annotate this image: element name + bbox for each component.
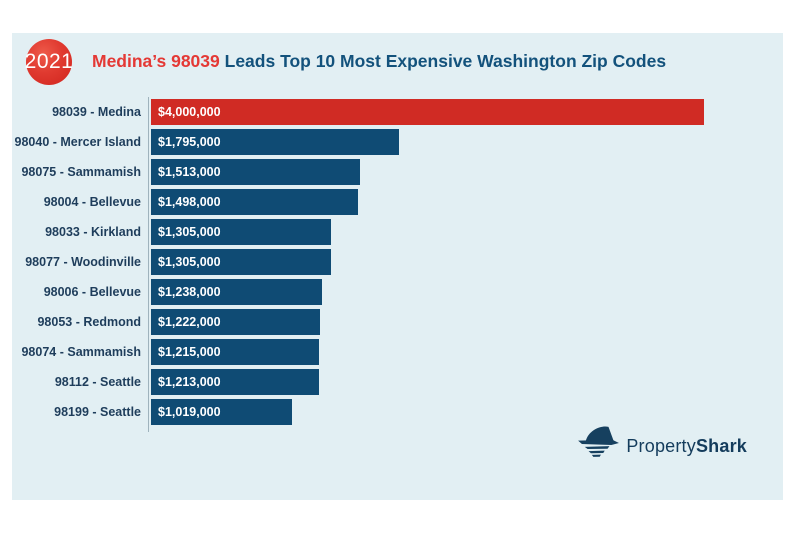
value-label: $1,215,000: [158, 345, 221, 359]
value-label: $1,222,000: [158, 315, 221, 329]
bar-row: 98033 - Kirkland $1,305,000: [12, 219, 783, 245]
bar-row: 98112 - Seattle $1,213,000: [12, 369, 783, 395]
bar-track: $1,213,000: [151, 369, 783, 395]
zip-label: 98039 - Medina: [52, 105, 141, 119]
chart-title-highlight: Medina’s 98039: [92, 51, 220, 71]
value-bar: $1,513,000: [151, 159, 360, 185]
bar-track: $1,215,000: [151, 339, 783, 365]
year-badge-label: 2021: [24, 50, 74, 73]
value-bar: $4,000,000: [151, 99, 704, 125]
bar-rows: 98039 - Medina $4,000,000 98040 - Mercer…: [12, 99, 783, 429]
bar-track: $1,305,000: [151, 219, 783, 245]
value-label: $1,305,000: [158, 255, 221, 269]
zip-label: 98006 - Bellevue: [43, 285, 141, 299]
value-label: $1,019,000: [158, 405, 221, 419]
bar-track: $1,238,000: [151, 279, 783, 305]
value-label: $1,498,000: [158, 195, 221, 209]
year-badge: 2021: [24, 39, 74, 85]
logo-wordmark: PropertyShark: [626, 436, 747, 457]
value-bar: $1,498,000: [151, 189, 358, 215]
bar-track: $1,498,000: [151, 189, 783, 215]
value-label: $1,795,000: [158, 135, 221, 149]
value-bar: $1,215,000: [151, 339, 319, 365]
zip-label: 98033 - Kirkland: [45, 225, 141, 239]
y-axis-line: [148, 97, 149, 432]
bar-track: $4,000,000: [151, 99, 783, 125]
bar-row: 98077 - Woodinville $1,305,000: [12, 249, 783, 275]
chart-title-rest: Leads Top 10 Most Expensive Washington Z…: [219, 51, 667, 71]
value-label: $4,000,000: [158, 105, 221, 119]
value-bar: $1,238,000: [151, 279, 322, 305]
value-label: $1,305,000: [158, 225, 221, 239]
bar-track: $1,019,000: [151, 399, 783, 425]
value-label: $1,513,000: [158, 165, 221, 179]
bar-row: 98074 - Sammamish $1,215,000: [12, 339, 783, 365]
value-label: $1,238,000: [158, 285, 221, 299]
value-bar: $1,019,000: [151, 399, 292, 425]
zip-label: 98112 - Seattle: [54, 375, 141, 389]
chart-title: Medina’s 98039 Leads Top 10 Most Expensi…: [92, 49, 772, 73]
bar-row: 98075 - Sammamish $1,513,000: [12, 159, 783, 185]
value-bar: $1,795,000: [151, 129, 399, 155]
chart-card: 2021 Medina’s 98039 Leads Top 10 Most Ex…: [12, 33, 783, 500]
zip-label: 98075 - Sammamish: [21, 165, 141, 179]
bar-row: 98040 - Mercer Island $1,795,000: [12, 129, 783, 155]
shark-icon: [578, 425, 620, 468]
zip-label: 98004 - Bellevue: [43, 195, 141, 209]
bar-track: $1,305,000: [151, 249, 783, 275]
bar-row: 98039 - Medina $4,000,000: [12, 99, 783, 125]
bar-row: 98006 - Bellevue $1,238,000: [12, 279, 783, 305]
zip-label: 98077 - Woodinville: [25, 255, 141, 269]
zip-label: 98199 - Seattle: [54, 405, 141, 419]
value-bar: $1,213,000: [151, 369, 319, 395]
logo-word-shark: Shark: [695, 436, 747, 456]
value-bar: $1,305,000: [151, 249, 331, 275]
bar-row: 98004 - Bellevue $1,498,000: [12, 189, 783, 215]
value-bar: $1,222,000: [151, 309, 320, 335]
bar-track: $1,513,000: [151, 159, 783, 185]
zip-label: 98074 - Sammamish: [21, 345, 141, 359]
bar-track: $1,795,000: [151, 129, 783, 155]
logo-word-property: Property: [626, 436, 696, 456]
bar-row: 98053 - Redmond $1,222,000: [12, 309, 783, 335]
value-label: $1,213,000: [158, 375, 221, 389]
value-bar: $1,305,000: [151, 219, 331, 245]
zip-label: 98053 - Redmond: [37, 315, 141, 329]
propertyshark-logo: PropertyShark: [578, 425, 747, 468]
zip-label: 98040 - Mercer Island: [14, 135, 141, 149]
bar-track: $1,222,000: [151, 309, 783, 335]
bar-row: 98199 - Seattle $1,019,000: [12, 399, 783, 425]
